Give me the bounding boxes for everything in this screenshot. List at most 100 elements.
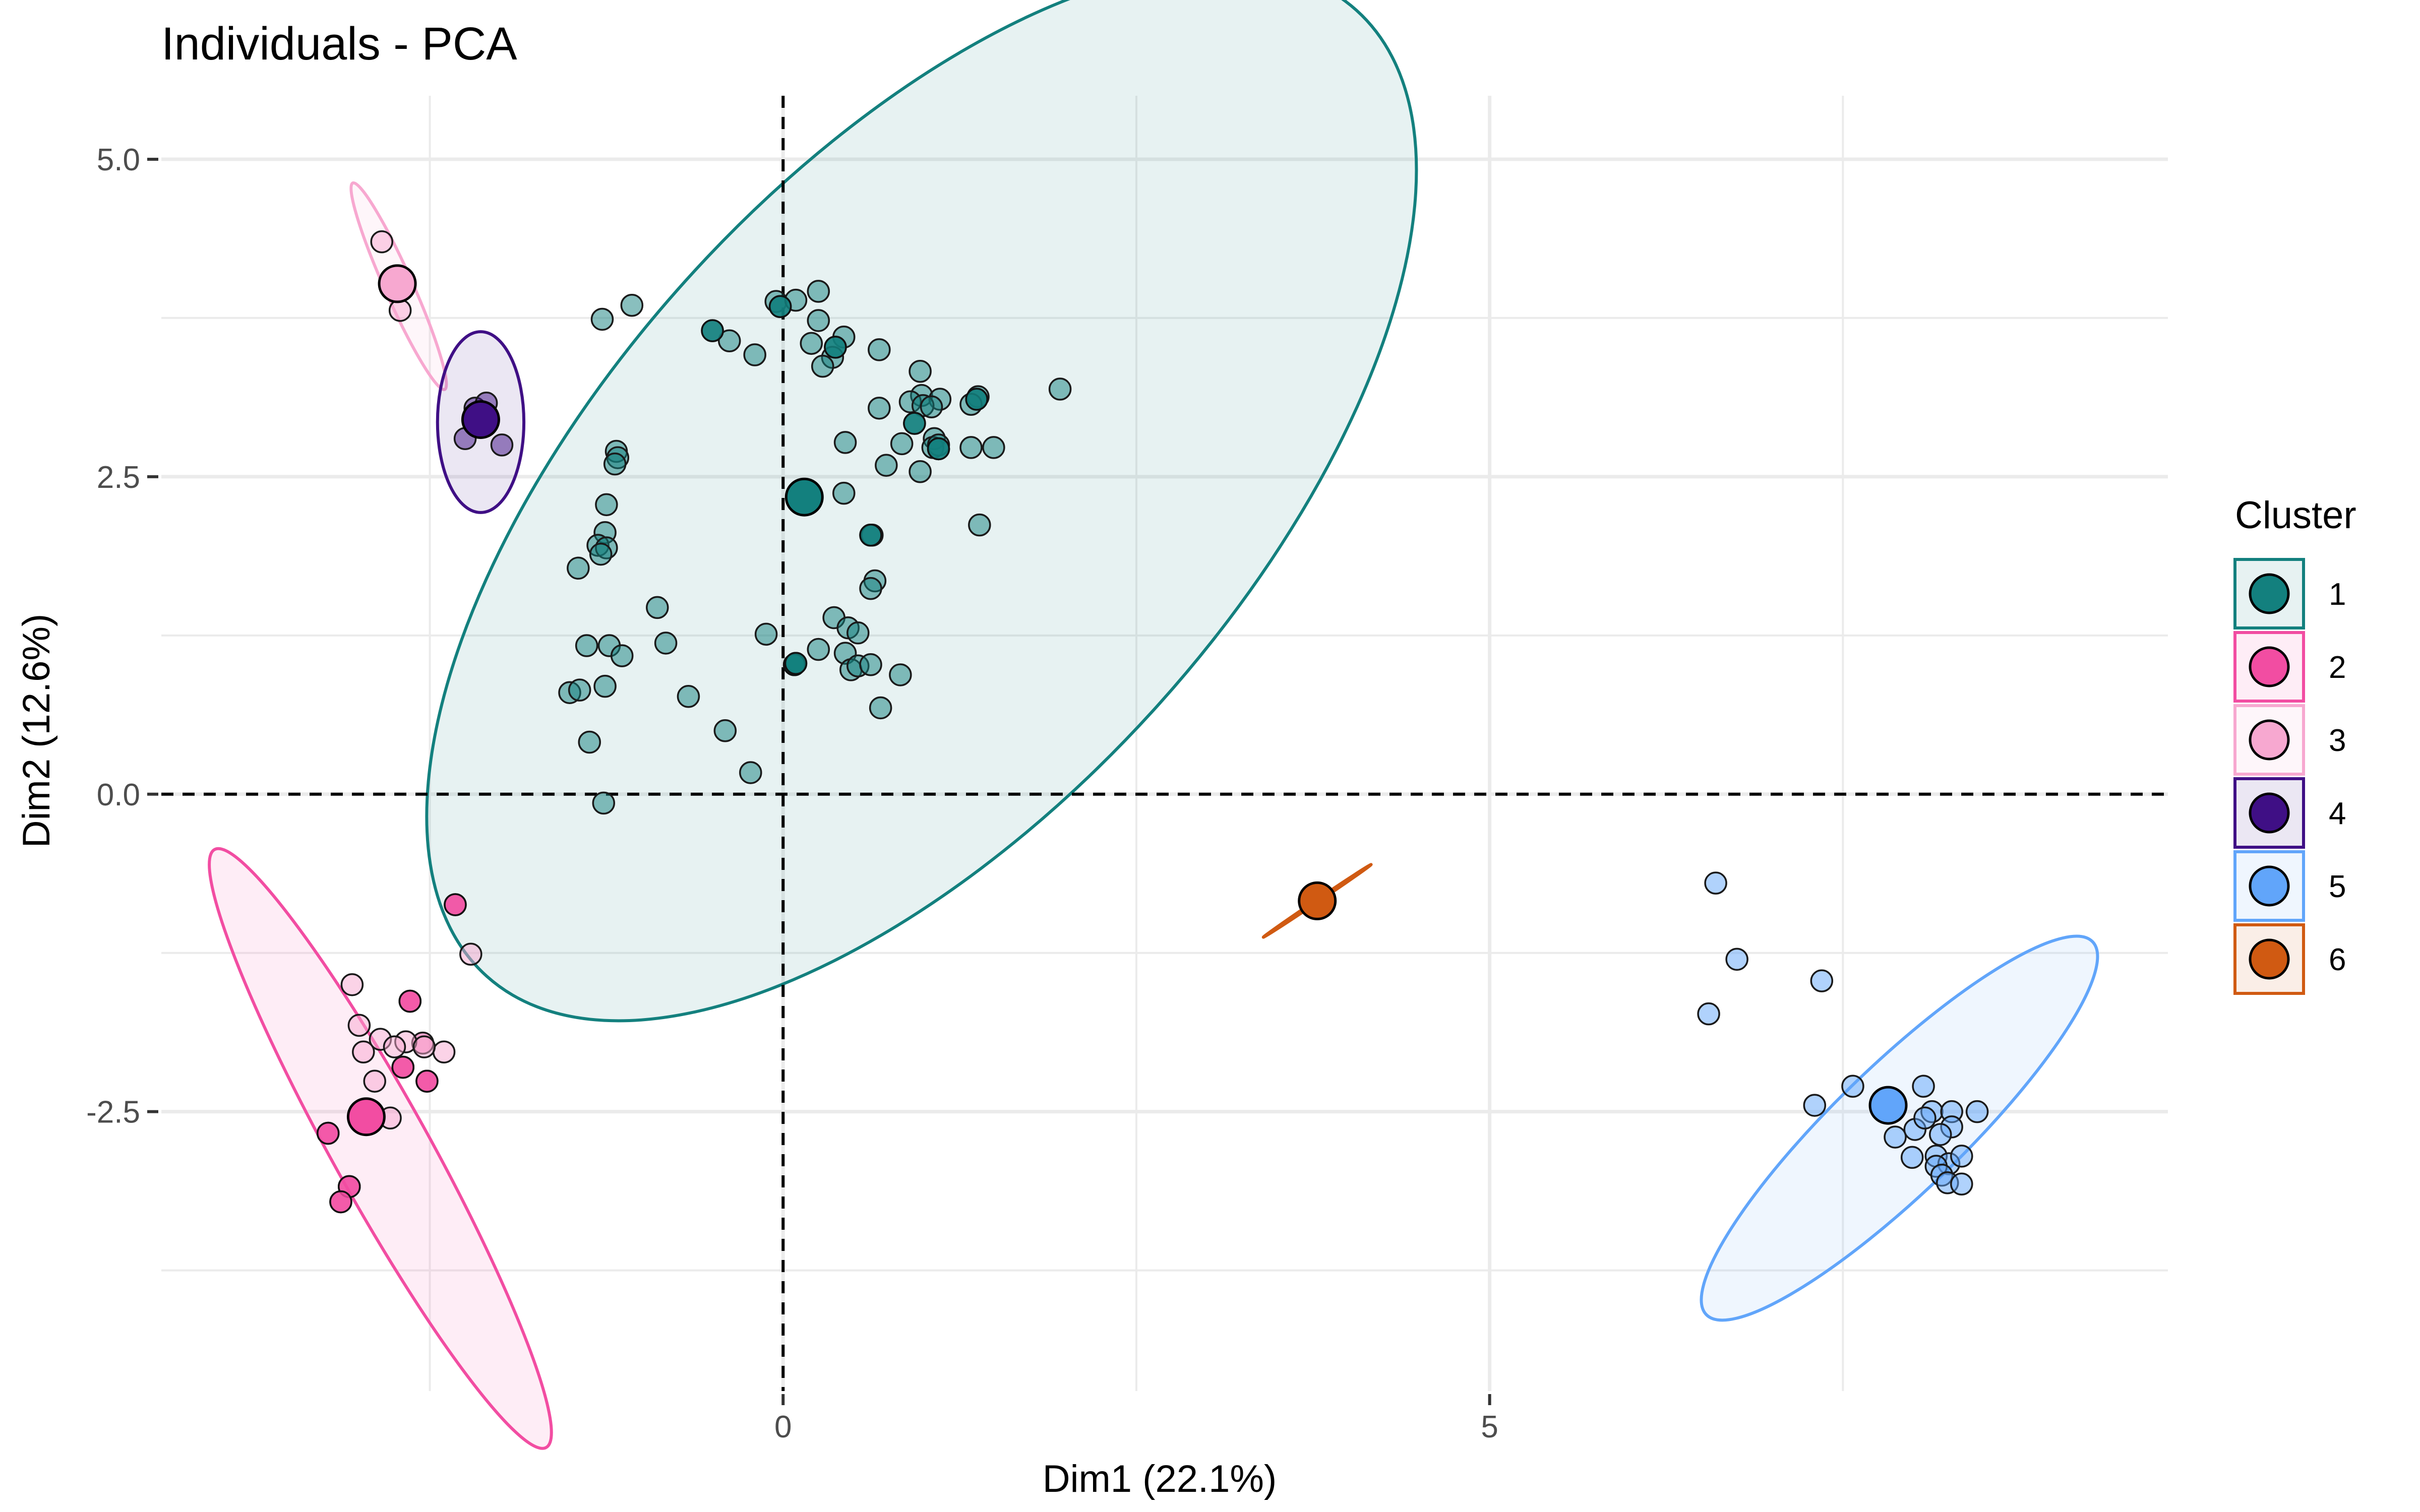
cluster-1-point — [869, 696, 892, 720]
cluster-1-point — [833, 431, 857, 454]
cluster-1-point — [713, 719, 737, 742]
legend-marker-cluster-6 — [2249, 938, 2290, 980]
cluster-4-point — [490, 433, 514, 457]
cluster-1-point — [927, 437, 950, 461]
cluster-2-point — [444, 893, 467, 916]
cluster-1-point — [868, 338, 891, 361]
cluster-3-point — [352, 1040, 375, 1064]
cluster-3-point — [363, 1069, 386, 1093]
cluster-2-ellipse — [208, 847, 553, 1450]
cluster-1-point — [846, 621, 870, 645]
cluster-1-ellipse — [425, 0, 1418, 1023]
cluster-1-point — [654, 632, 678, 655]
cluster-1-point — [589, 542, 613, 566]
cluster-1-point — [1048, 377, 1072, 401]
legend-label-cluster-3: 3 — [2329, 723, 2346, 758]
y-tick-label: 2.5 — [97, 460, 140, 495]
cluster-1-point — [646, 596, 669, 619]
cluster-1-point — [701, 319, 724, 342]
cluster-1-point — [754, 622, 778, 646]
cluster-1-point — [595, 493, 618, 517]
legend-label-cluster-1: 1 — [2329, 577, 2346, 612]
legend-label-cluster-2: 2 — [2329, 650, 2346, 685]
cluster-5-point — [1810, 969, 1834, 992]
cluster-1-point — [890, 432, 914, 456]
cluster-centroids — [346, 264, 1908, 1137]
cluster-1-point — [959, 436, 983, 459]
legend-label-cluster-6: 6 — [2329, 942, 2346, 977]
cluster-2-point — [316, 1121, 340, 1145]
cluster-1-point — [784, 652, 808, 675]
y-tick-label: 5.0 — [97, 143, 140, 177]
cluster-1-point — [739, 761, 762, 784]
cluster-5-point — [1912, 1075, 1935, 1098]
cluster-1-point — [909, 360, 932, 383]
cluster-1-point — [909, 460, 932, 483]
legend-title: Cluster — [2235, 494, 2356, 537]
chart-title: Individuals - PCA — [161, 18, 517, 70]
cluster-1-point — [743, 343, 766, 366]
x-tick-label: 0 — [774, 1410, 792, 1444]
cluster-1-point — [603, 452, 627, 476]
cluster-1-point — [868, 397, 891, 420]
cluster-1-point — [592, 791, 616, 815]
cluster-4-centroid — [461, 400, 500, 439]
x-axis-title: Dim1 (22.1%) — [1043, 1458, 1277, 1500]
legend-marker-cluster-2 — [2249, 646, 2290, 687]
data-points — [316, 230, 1989, 1214]
cluster-5-point — [1725, 948, 1748, 971]
cluster-5-point — [1884, 1125, 1907, 1149]
axes: -2.5 0.0 2.5 5.0 0 5 — [86, 143, 1498, 1444]
cluster-5-point — [1697, 1002, 1720, 1026]
cluster-1-point — [567, 556, 590, 580]
cluster-1-point — [920, 395, 943, 419]
cluster-1-point — [807, 280, 830, 303]
legend: Cluster 1 2 3 4 5 6 — [2233, 494, 2356, 995]
cluster-5-point — [1928, 1123, 1952, 1146]
cluster-5-point — [1803, 1094, 1827, 1117]
cluster-5-point — [1965, 1100, 1989, 1123]
cluster-1-point — [575, 634, 598, 657]
cluster-1-point — [593, 674, 617, 698]
cluster-3-point — [370, 230, 393, 254]
cluster-1-point — [807, 309, 830, 332]
cluster-5-point — [1704, 871, 1727, 895]
cluster-1-point — [875, 454, 898, 477]
legend-marker-cluster-1 — [2249, 573, 2290, 614]
x-tick-label: 5 — [1481, 1410, 1498, 1444]
y-tick-label: 0.0 — [97, 778, 140, 812]
cluster-3-point — [388, 299, 412, 322]
legend-key-cluster-3 — [2233, 704, 2305, 776]
cluster-1-centroid — [784, 477, 824, 517]
cluster-1-point — [982, 436, 1005, 459]
cluster-1-point — [620, 293, 644, 317]
cluster-1-point — [800, 332, 823, 355]
cluster-1-point — [807, 638, 830, 661]
cluster-1-point — [610, 644, 634, 667]
cluster-1-point — [717, 329, 741, 353]
cluster-5-point — [1913, 1106, 1937, 1130]
cluster-1-point — [859, 524, 882, 547]
cluster-2-centroid — [346, 1097, 386, 1137]
cluster-2-point — [398, 989, 422, 1013]
cluster-5-point — [1950, 1145, 1973, 1168]
cluster-2-point — [391, 1055, 415, 1079]
cluster-1-point — [824, 336, 847, 359]
cluster-3-point — [432, 1040, 456, 1064]
cluster-1-point — [677, 685, 700, 708]
cluster-1-point — [832, 481, 856, 505]
cluster-1-point — [590, 307, 614, 331]
y-axis-title: Dim2 (12.6%) — [15, 614, 58, 848]
cluster-1-point — [768, 295, 792, 319]
legend-label-cluster-4: 4 — [2329, 796, 2346, 831]
cluster-5-point — [1841, 1075, 1864, 1098]
cluster-1-point — [903, 412, 926, 435]
cluster-1-point — [568, 678, 591, 702]
legend-label-cluster-5: 5 — [2329, 869, 2346, 904]
cluster-5-point — [1950, 1172, 1973, 1196]
cluster-1-point — [968, 513, 991, 537]
cluster-3-point — [459, 942, 482, 966]
cluster-3-point — [347, 1014, 371, 1037]
cluster-1-point — [811, 354, 834, 378]
cluster-1-point — [578, 730, 601, 754]
